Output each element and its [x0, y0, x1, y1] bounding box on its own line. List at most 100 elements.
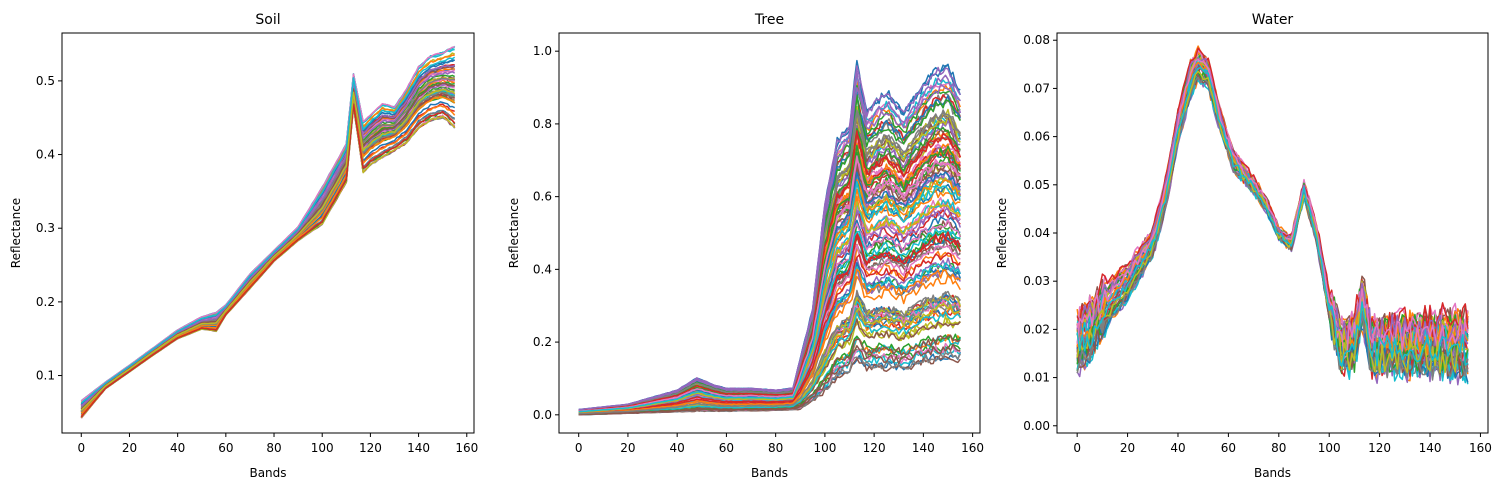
tree-series-line — [578, 181, 961, 413]
soil-spectra-lines — [80, 45, 456, 419]
tree-x-tick-label: 160 — [961, 441, 984, 455]
water-series-line — [1076, 66, 1469, 367]
soil-y-tick-label: 0.3 — [36, 221, 55, 235]
tree-series-line — [578, 158, 961, 412]
soil-x-tick-label: 80 — [266, 441, 281, 455]
water-series-line — [1076, 57, 1469, 351]
soil-x-tick-label: 0 — [77, 441, 85, 455]
soil-axis-ticks: 0 20 40 60 80 100 120 140 160 0.1 0.2 0.3 0.4 0.5 — [36, 74, 478, 455]
water-series-line — [1076, 52, 1469, 346]
soil-chart-title: Soil — [255, 12, 280, 28]
tree-x-axis-label: Bands — [751, 466, 788, 480]
subplot-soil: 0 20 40 60 80 100 120 140 160 0.1 0.2 0.3 0.4 0.5 Soi… — [9, 12, 478, 480]
tree-series-line — [578, 65, 961, 411]
water-x-tick-label: 120 — [1368, 441, 1391, 455]
tree-spectra-lines — [578, 59, 962, 416]
tree-y-tick-label: 0.2 — [533, 335, 552, 349]
water-y-tick-label: 0.02 — [1023, 322, 1050, 336]
tree-series-line — [578, 180, 961, 413]
tree-x-tick-label: 120 — [863, 441, 886, 455]
water-y-tick-label: 0.04 — [1023, 226, 1050, 240]
tree-y-tick-label: 0.0 — [533, 408, 552, 422]
tree-x-tick-label: 60 — [719, 441, 734, 455]
water-series-line — [1076, 51, 1469, 349]
tree-x-tick-label: 0 — [575, 441, 583, 455]
soil-series-line — [80, 45, 456, 402]
water-x-tick-label: 140 — [1419, 441, 1442, 455]
water-series-line — [1076, 50, 1469, 353]
tree-x-tick-label: 20 — [620, 441, 635, 455]
water-y-tick-label: 0.03 — [1023, 274, 1050, 288]
tree-series-line — [578, 155, 961, 413]
water-x-tick-label: 0 — [1073, 441, 1081, 455]
water-series-line — [1076, 45, 1469, 342]
tree-series-line — [578, 231, 961, 414]
soil-x-tick-label: 20 — [122, 441, 137, 455]
water-x-tick-label: 40 — [1170, 441, 1185, 455]
tree-y-tick-label: 0.6 — [533, 190, 552, 204]
soil-series-line — [80, 46, 455, 402]
water-y-tick-label: 0.00 — [1023, 419, 1050, 433]
tree-chart-title: Tree — [754, 12, 784, 28]
tree-axis-ticks: 0 20 40 60 80 100 120 140 160 0.0 0.2 0.4 0.6 0.8 1.0 — [533, 44, 984, 455]
tree-x-tick-label: 140 — [912, 441, 935, 455]
tree-series-line — [578, 207, 962, 413]
tree-series-line — [578, 200, 961, 413]
water-spectra-lines — [1076, 45, 1469, 386]
tree-series-line — [578, 111, 961, 412]
tree-series-line — [578, 246, 961, 414]
water-series-line — [1076, 58, 1469, 359]
tree-series-line — [578, 141, 961, 412]
tree-series-line — [578, 334, 961, 416]
water-y-tick-label: 0.08 — [1023, 33, 1050, 47]
tree-series-line — [578, 203, 961, 413]
water-series-line — [1076, 49, 1469, 353]
water-axis-ticks: 0 20 40 60 80 100 120 140 160 0.00 0.01 0.02 0.03 0.0… — [1023, 33, 1492, 455]
water-series-line — [1076, 47, 1469, 338]
water-series-line — [1076, 57, 1469, 354]
water-chart-title: Water — [1252, 12, 1294, 28]
soil-y-tick-label: 0.2 — [36, 295, 55, 309]
tree-series-line — [578, 151, 961, 413]
soil-y-tick-label: 0.4 — [36, 148, 55, 162]
water-x-tick-label: 20 — [1120, 441, 1135, 455]
water-series-line — [1076, 54, 1469, 351]
tree-series-line — [578, 179, 961, 413]
soil-series-line — [80, 88, 456, 411]
tree-y-axis-label: Reflectance — [507, 198, 521, 268]
water-x-tick-label: 160 — [1469, 441, 1492, 455]
soil-y-tick-label: 0.5 — [36, 74, 55, 88]
soil-series-line — [80, 71, 456, 407]
soil-x-tick-label: 60 — [218, 441, 233, 455]
tree-series-line — [578, 290, 961, 415]
tree-y-tick-label: 0.4 — [533, 262, 552, 276]
water-series-line — [1076, 52, 1469, 353]
tree-x-tick-label: 80 — [768, 441, 783, 455]
soil-x-tick-label: 120 — [359, 441, 382, 455]
water-x-tick-label: 60 — [1221, 441, 1236, 455]
water-series-line — [1076, 51, 1469, 343]
tree-series-line — [578, 83, 962, 411]
tree-y-tick-label: 0.8 — [533, 117, 552, 131]
tree-series-line — [578, 310, 961, 415]
soil-x-tick-label: 100 — [311, 441, 334, 455]
tree-x-tick-label: 100 — [813, 441, 836, 455]
soil-x-tick-label: 140 — [407, 441, 430, 455]
tree-series-line — [578, 177, 961, 413]
water-y-tick-label: 0.06 — [1023, 130, 1050, 144]
subplot-water: 0 20 40 60 80 100 120 140 160 0.00 0.01 0.02 0.03 0.0… — [995, 12, 1492, 480]
tree-series-line — [578, 196, 961, 413]
water-axes-frame — [1056, 32, 1489, 434]
soil-axes-frame — [61, 32, 475, 434]
water-series-line — [1076, 52, 1469, 347]
subplot-tree: 0 20 40 60 80 100 120 140 1600.00.20.40.60.81.0 … — [507, 12, 984, 480]
water-y-tick-label: 0.05 — [1023, 178, 1050, 192]
soil-y-axis-label: Reflectance — [9, 198, 23, 268]
water-y-axis-label: Reflectance — [995, 198, 1009, 268]
soil-x-axis-label: Bands — [249, 466, 286, 480]
water-x-axis-label: Bands — [1254, 466, 1291, 480]
soil-series-line — [80, 103, 456, 418]
water-series-line — [1076, 56, 1469, 352]
tree-series-line — [578, 179, 961, 413]
tree-series-line — [578, 195, 961, 413]
